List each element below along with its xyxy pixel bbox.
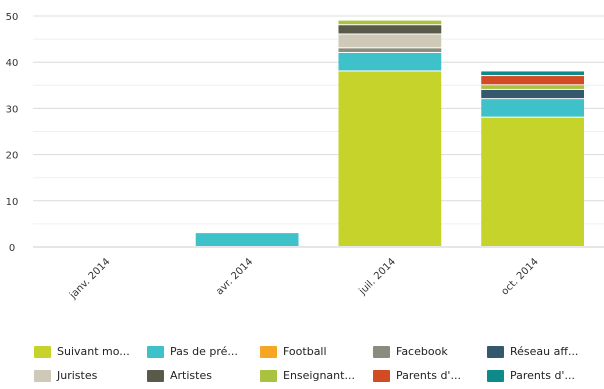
legend-item[interactable]: Artistes: [147, 369, 212, 382]
chart-legend: Suivant mo... Pas de pré... Football Facebo…: [0, 340, 604, 389]
bar-segment[interactable]: [481, 99, 585, 117]
legend-label: Juristes: [57, 369, 98, 382]
legend-label: Facebook: [396, 345, 448, 358]
legend-item[interactable]: Enseignant...: [260, 369, 355, 382]
bar-segment[interactable]: [481, 89, 585, 99]
legend-swatch: [147, 369, 164, 382]
x-tick-label: janv. 2014: [67, 256, 112, 301]
legend-swatch: [34, 369, 51, 382]
legend-item[interactable]: Parents d'...: [373, 369, 461, 382]
y-tick-label: 10: [6, 197, 19, 208]
legend-label: Artistes: [170, 369, 212, 382]
bar-segment[interactable]: [338, 25, 442, 34]
bar-segment[interactable]: [338, 34, 442, 48]
bar-segment[interactable]: [338, 71, 442, 246]
bar-segment[interactable]: [338, 48, 442, 52]
legend-swatch: [34, 345, 51, 358]
legend-label: Suivant mo...: [57, 345, 130, 358]
legend-label: Enseignant...: [283, 369, 355, 382]
y-tick-label: 50: [6, 12, 19, 23]
bar-segment[interactable]: [481, 85, 585, 89]
legend-item[interactable]: Suivant mo...: [34, 345, 130, 358]
legend-item[interactable]: Réseau aff...: [487, 345, 578, 358]
bar-segment[interactable]: [481, 117, 585, 246]
bar-segment[interactable]: [195, 233, 299, 246]
legend-swatch: [373, 345, 390, 358]
bar-segment[interactable]: [338, 20, 442, 25]
x-tick-label: juil. 2014: [357, 256, 398, 297]
legend-item[interactable]: Pas de pré...: [147, 345, 238, 358]
legend-label: Pas de pré...: [170, 345, 238, 358]
legend-label: Football: [283, 345, 327, 358]
x-tick-label: avr. 2014: [214, 256, 255, 297]
stacked-bar-chart: 0 10 20 30 40 50 janv. 2014 avr. 2014 juil. 2014…: [6, 12, 604, 302]
legend-item[interactable]: Football: [260, 345, 327, 358]
legend-swatch: [373, 369, 390, 382]
y-tick-label: 40: [6, 58, 19, 69]
y-tick-label: 0: [9, 243, 15, 254]
legend-item[interactable]: Facebook: [373, 345, 448, 358]
bar-segment[interactable]: [481, 71, 585, 76]
bar-segment[interactable]: [481, 76, 585, 85]
bar-segment[interactable]: [338, 52, 442, 71]
legend-swatch: [260, 345, 277, 358]
legend-label: Parents d'...: [510, 369, 575, 382]
y-tick-label: 30: [6, 104, 19, 115]
y-tick-label: 20: [6, 151, 19, 162]
legend-label: Parents d'...: [396, 369, 461, 382]
legend-swatch: [487, 345, 504, 358]
x-tick-label: oct. 2014: [499, 256, 540, 297]
legend-swatch: [260, 369, 277, 382]
legend-item[interactable]: Parents d'...: [487, 369, 575, 382]
legend-swatch: [147, 345, 164, 358]
legend-item[interactable]: Juristes: [34, 369, 97, 382]
legend-swatch: [487, 369, 504, 382]
legend-label: Réseau aff...: [510, 345, 579, 358]
